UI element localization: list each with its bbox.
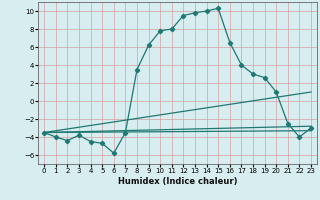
X-axis label: Humidex (Indice chaleur): Humidex (Indice chaleur) [118,177,237,186]
